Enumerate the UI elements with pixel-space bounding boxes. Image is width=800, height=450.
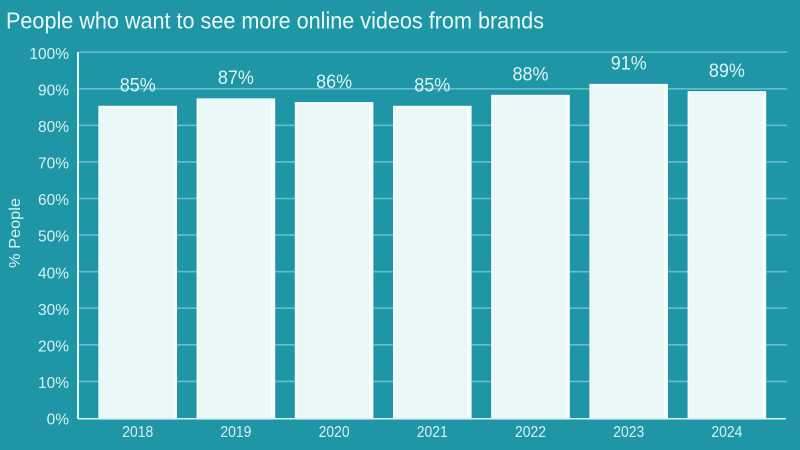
svg-text:2019: 2019 [220, 424, 251, 441]
svg-text:2023: 2023 [613, 424, 644, 441]
svg-text:100%: 100% [29, 46, 69, 63]
svg-text:60%: 60% [38, 192, 69, 209]
svg-text:2024: 2024 [711, 424, 742, 441]
svg-text:85%: 85% [120, 75, 156, 97]
svg-text:90%: 90% [38, 82, 69, 99]
svg-text:91%: 91% [611, 53, 647, 75]
svg-text:2018: 2018 [122, 424, 153, 441]
svg-text:0%: 0% [47, 412, 70, 429]
svg-text:20%: 20% [38, 338, 69, 355]
svg-text:People who want to see more on: People who want to see more online video… [6, 8, 544, 34]
svg-text:80%: 80% [38, 119, 69, 136]
svg-text:2021: 2021 [417, 424, 448, 441]
svg-text:85%: 85% [414, 75, 450, 97]
svg-text:86%: 86% [316, 71, 352, 93]
svg-text:50%: 50% [38, 229, 69, 246]
svg-text:40%: 40% [38, 265, 69, 282]
svg-text:89%: 89% [709, 60, 745, 82]
svg-text:87%: 87% [218, 67, 254, 89]
svg-text:88%: 88% [513, 64, 549, 86]
svg-text:30%: 30% [38, 302, 69, 319]
svg-text:% People: % People [7, 198, 24, 268]
svg-text:70%: 70% [38, 156, 69, 173]
svg-text:2022: 2022 [515, 424, 546, 441]
svg-text:2020: 2020 [319, 424, 350, 441]
svg-text:10%: 10% [38, 375, 69, 392]
